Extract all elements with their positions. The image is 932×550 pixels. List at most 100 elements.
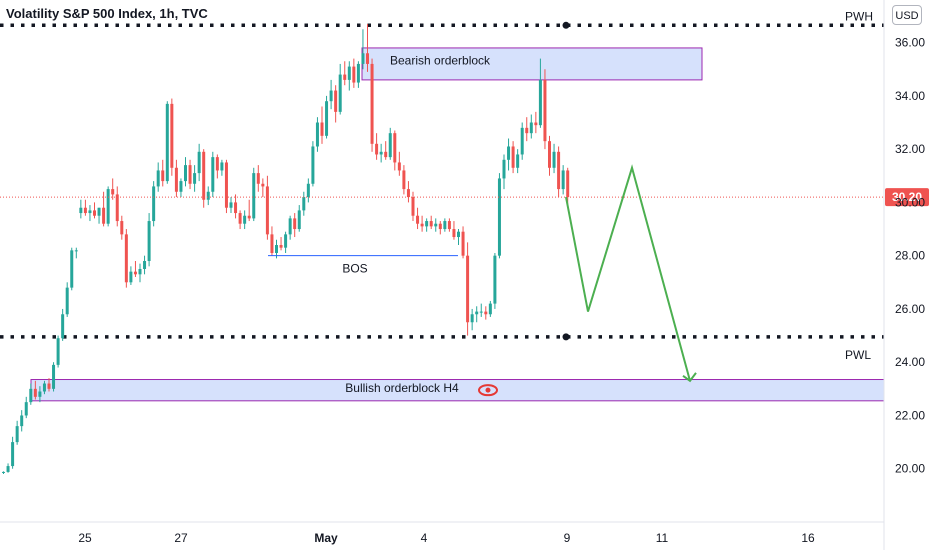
candle-body: [497, 178, 501, 256]
candle: [29, 383, 33, 405]
candle: [152, 181, 156, 227]
candle: [370, 58, 374, 152]
candle-body: [366, 53, 369, 64]
candle-body: [120, 221, 124, 235]
candle-body: [270, 234, 274, 254]
candle: [102, 191, 106, 227]
candle-body: [247, 215, 251, 219]
candle-body: [170, 103, 174, 168]
candle-body: [334, 90, 338, 112]
candle: [361, 29, 365, 70]
candle: [320, 106, 324, 144]
candle-body: [379, 151, 383, 155]
candle: [97, 207, 101, 224]
candle: [516, 149, 520, 174]
candle: [256, 165, 260, 192]
candle: [329, 79, 333, 110]
candle-body: [224, 162, 228, 208]
candle-body: [561, 170, 565, 190]
candle: [438, 221, 442, 235]
candle: [284, 231, 288, 254]
candle-body: [461, 231, 465, 256]
candle-body: [106, 189, 110, 224]
candle-body: [29, 388, 33, 403]
candle-body: [493, 255, 497, 304]
candle-body: [443, 221, 447, 230]
candle-body: [315, 122, 319, 147]
candle-body: [220, 162, 224, 171]
candle-body: [457, 231, 460, 238]
x-tick-label: 4: [421, 531, 428, 545]
candle: [234, 194, 238, 219]
x-tick-label: May: [314, 531, 338, 545]
candle-body: [511, 146, 515, 168]
candle-body: [20, 415, 24, 427]
candle: [325, 95, 329, 139]
candle-body: [184, 165, 187, 182]
candle-body: [388, 133, 392, 158]
x-tick-label: 9: [564, 531, 571, 545]
candle-body: [115, 194, 119, 222]
x-tick-label: 25: [78, 531, 92, 545]
candle: [470, 308, 474, 331]
candle-body: [74, 250, 78, 252]
projection-path: [565, 164, 691, 382]
candle: [261, 178, 265, 198]
candle-body: [133, 271, 137, 275]
candle: [493, 253, 497, 309]
candle-body: [252, 173, 256, 219]
candle: [557, 146, 561, 198]
last-price-label: 30.20: [892, 190, 922, 204]
currency-button[interactable]: USD: [892, 5, 922, 25]
candle: [79, 199, 83, 219]
candle: [548, 135, 551, 176]
orderblock-label: Bullish orderblock H4: [345, 381, 459, 395]
candle-body: [429, 221, 433, 227]
candle-body: [479, 311, 483, 313]
candle: [379, 143, 383, 163]
candle-body: [111, 189, 115, 195]
candle-body: [516, 154, 520, 168]
candle: [238, 210, 242, 230]
candle-body: [302, 197, 306, 211]
candle: [24, 396, 28, 419]
candle-body: [33, 388, 37, 397]
candle: [224, 159, 228, 214]
candle-body: [243, 215, 247, 224]
candle-body: [466, 255, 470, 323]
candle-body: [438, 223, 442, 230]
candle-body: [206, 191, 210, 200]
candle: [15, 420, 19, 445]
candle-body: [174, 167, 178, 192]
candle-body: [329, 90, 333, 102]
candle: [38, 386, 42, 403]
candle-body: [470, 314, 474, 323]
candle: [165, 101, 169, 184]
candle: [11, 436, 15, 469]
candle: [520, 122, 524, 160]
candle-body: [548, 141, 551, 168]
candle-body: [70, 250, 74, 288]
candle: [452, 221, 456, 240]
candle: [193, 165, 197, 192]
candle-body: [416, 215, 420, 224]
candle-body: [534, 122, 538, 126]
candle-body: [552, 151, 556, 168]
candle-body: [529, 122, 533, 134]
candle-body: [238, 213, 242, 224]
candle: [343, 61, 347, 86]
level-lines: PWH PWL: [0, 9, 884, 362]
candle-body: [52, 364, 56, 389]
candle-body: [256, 173, 260, 184]
candle: [529, 114, 533, 139]
candle-body: [97, 207, 101, 216]
candle-body: [202, 151, 206, 200]
candle: [279, 237, 283, 251]
candle: [33, 380, 37, 400]
candle: [352, 58, 356, 88]
candle-body: [311, 146, 315, 184]
candle: [475, 306, 479, 323]
candle-body: [275, 245, 278, 254]
candle-body: [88, 210, 92, 214]
candle: [411, 191, 415, 222]
